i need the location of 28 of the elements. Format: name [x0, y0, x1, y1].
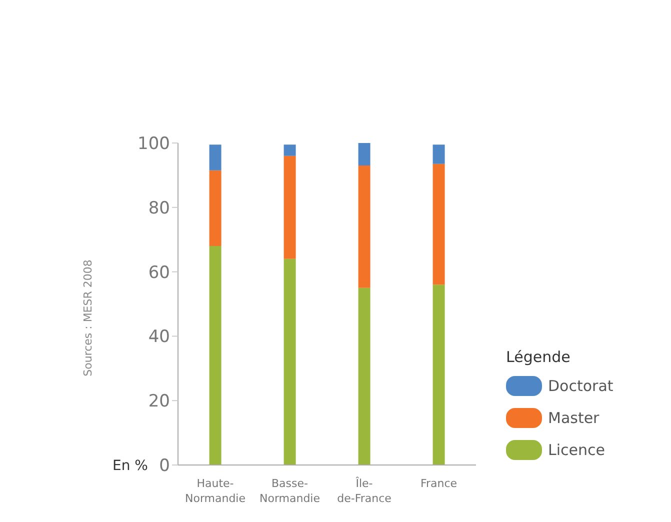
x-tick-label: Île-de-France: [337, 476, 392, 505]
bar: [432, 144, 445, 164]
bar: [358, 288, 370, 465]
bar: [432, 164, 445, 285]
y-tick-label: 20: [148, 392, 170, 412]
bar: [284, 156, 296, 259]
legend-label: Doctorat: [548, 377, 614, 395]
legend-title: Légende: [506, 348, 572, 366]
x-tick-label: Haute-Normandie: [184, 477, 246, 505]
bar: [209, 144, 222, 170]
y-tick-label: 80: [148, 198, 170, 218]
bar: [209, 246, 222, 465]
bar: [284, 144, 296, 156]
bar: [209, 170, 222, 246]
legend-label: Master: [548, 409, 600, 427]
y-tick-label: 40: [148, 327, 170, 348]
legend-label: Licence: [548, 441, 605, 459]
bar: [432, 284, 445, 465]
y-axis-title: En %: [112, 458, 148, 474]
x-tick-label: France: [420, 477, 458, 490]
y-tick-label: 100: [138, 134, 170, 154]
source-note: Sources : MESR 2008: [82, 260, 94, 376]
bar: [358, 143, 370, 166]
y-tick-label: 0: [159, 456, 170, 476]
bar: [284, 258, 296, 465]
y-tick-label: 60: [148, 262, 170, 283]
x-tick-label: Basse-Normandie: [259, 477, 320, 505]
bar: [358, 166, 370, 288]
